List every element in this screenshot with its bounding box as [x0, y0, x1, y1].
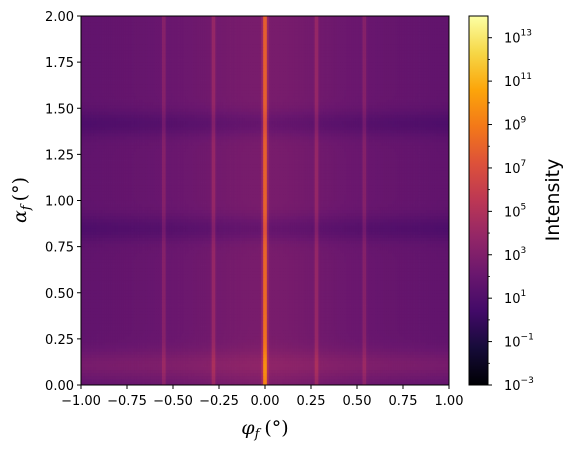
heatmap-image [81, 16, 449, 385]
